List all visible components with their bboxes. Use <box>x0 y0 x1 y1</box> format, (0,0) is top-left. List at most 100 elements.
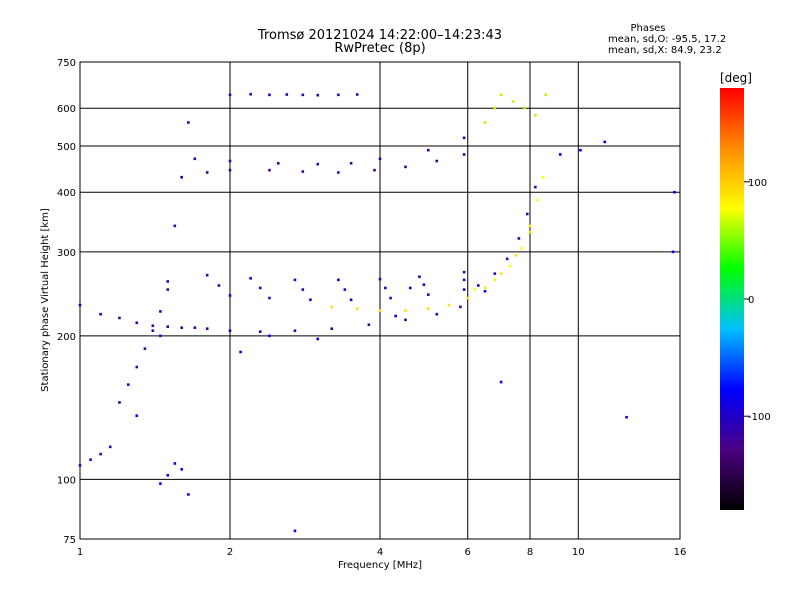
echo-point <box>173 462 177 465</box>
echo-point <box>483 289 487 293</box>
echo-point <box>426 293 430 296</box>
echo-point <box>135 365 139 369</box>
echo-point <box>389 296 392 300</box>
echo-point <box>508 264 512 268</box>
echo-point <box>493 106 497 110</box>
echo-point <box>276 161 280 165</box>
echo-point <box>493 278 497 282</box>
x-axis-ticks: 1 2 4 6 8 10 16 <box>77 547 687 558</box>
y-tick-label: 300 <box>57 248 76 259</box>
echo-point <box>228 93 232 97</box>
echo-point <box>217 284 221 287</box>
echo-point <box>349 298 353 302</box>
echo-point <box>268 296 271 300</box>
echo-point <box>330 305 334 309</box>
echo-point <box>378 309 382 312</box>
echo-point <box>426 148 430 152</box>
echo-point <box>520 247 524 250</box>
echo-point <box>239 350 242 354</box>
echo-point <box>349 161 353 165</box>
colorbar-tick-label: 100 <box>748 178 767 189</box>
colorbar-tick-label: 0 <box>748 295 754 306</box>
echo-point <box>301 288 305 291</box>
echo-point <box>343 288 347 291</box>
echo-point <box>673 190 676 194</box>
y-tick-label: 750 <box>57 58 76 69</box>
echo-point <box>180 175 184 179</box>
echo-point <box>544 93 547 97</box>
chart-subtitle: RwPretec (8p) <box>334 41 425 56</box>
echo-point <box>408 286 412 290</box>
echo-point <box>367 323 371 327</box>
echo-point <box>309 298 312 302</box>
echo-point <box>159 310 162 313</box>
echo-point <box>285 93 289 96</box>
echo-point <box>523 106 526 110</box>
echo-point <box>166 325 170 328</box>
echo-point <box>462 136 466 140</box>
echo-point <box>373 168 376 172</box>
echo-point <box>514 253 518 257</box>
echo-point <box>337 278 340 282</box>
x-tick-label: 4 <box>377 547 383 558</box>
echo-point <box>258 286 262 290</box>
echo-point <box>603 140 607 144</box>
echo-point <box>78 464 82 467</box>
echo-point <box>187 121 190 124</box>
y-axis-label: Stationary phase Virtual Height [km] <box>40 208 51 392</box>
echo-point <box>180 326 184 329</box>
y-tick-label: 200 <box>57 332 76 343</box>
colorbar-label: [deg] <box>720 71 752 85</box>
phase-statistics: Phases mean, sd,O: -95.5, 17.2 mean, sd,… <box>608 23 726 56</box>
echo-point <box>477 284 480 287</box>
y-tick-label: 100 <box>57 475 76 486</box>
x-tick-label: 10 <box>572 547 585 558</box>
echo-point <box>228 294 232 297</box>
echo-point <box>337 93 340 97</box>
echo-point <box>316 93 320 97</box>
echo-point <box>499 93 503 97</box>
echo-point <box>316 162 320 166</box>
echo-point <box>483 121 487 124</box>
echo-point <box>418 275 421 279</box>
echo-point <box>151 329 155 332</box>
echo-point <box>525 212 529 216</box>
echo-point <box>228 329 232 332</box>
x-tick-label: 8 <box>527 547 533 558</box>
y-tick-label: 500 <box>57 142 76 153</box>
echo-point <box>459 305 462 309</box>
phase-mean-o: mean, sd,O: -95.5, 17.2 <box>608 34 726 45</box>
echo-point <box>462 278 466 282</box>
echo-point <box>384 286 387 290</box>
echo-point <box>511 100 515 103</box>
echo-point <box>505 257 509 261</box>
echo-point <box>78 303 82 307</box>
echo-point <box>293 278 297 282</box>
echo-points <box>78 92 676 533</box>
echo-point <box>268 168 271 172</box>
y-axis-ticks: 75 100 200 300 400 500 600 750 <box>57 58 76 546</box>
echo-point <box>404 318 407 322</box>
echo-point <box>528 230 532 234</box>
echo-point <box>337 171 340 174</box>
x-tick-label: 6 <box>465 547 471 558</box>
echo-point <box>316 337 320 341</box>
echo-point <box>205 327 209 330</box>
echo-point <box>118 316 121 320</box>
colorbar-ticks: 100 0 -100 <box>744 178 771 423</box>
echo-point <box>473 288 477 291</box>
echo-point <box>173 224 177 228</box>
chart-title: Tromsø 20121024 14:22:00–14:23:43 <box>257 28 502 43</box>
echo-point <box>534 113 537 117</box>
echo-point <box>135 414 139 418</box>
x-tick-label: 2 <box>227 547 233 558</box>
echo-point <box>541 175 545 179</box>
echo-point <box>99 312 102 316</box>
echo-point <box>330 327 334 330</box>
echo-point <box>483 286 487 290</box>
echo-point <box>293 329 297 332</box>
echo-point <box>151 324 155 328</box>
echo-point <box>89 458 92 461</box>
echo-point <box>135 321 139 325</box>
